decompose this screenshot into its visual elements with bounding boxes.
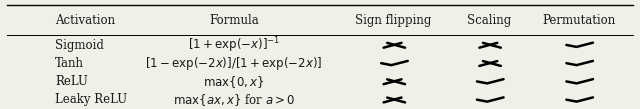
Text: Tanh: Tanh — [55, 57, 84, 70]
Text: Formula: Formula — [209, 14, 259, 27]
Text: $[1 + \exp(-x)]^{-1}$: $[1 + \exp(-x)]^{-1}$ — [188, 35, 280, 55]
Text: ReLU: ReLU — [55, 75, 88, 88]
Text: Sigmoid: Sigmoid — [55, 39, 104, 52]
Text: $[1 - \exp(-2x)]/[1 + \exp(-2x)]$: $[1 - \exp(-2x)]/[1 + \exp(-2x)]$ — [145, 55, 323, 72]
Text: Scaling: Scaling — [467, 14, 511, 27]
Text: Leaky ReLU: Leaky ReLU — [55, 94, 127, 106]
Text: $\max\{ax, x\}$ for $a > 0$: $\max\{ax, x\}$ for $a > 0$ — [173, 92, 295, 108]
Text: $\max\{0, x\}$: $\max\{0, x\}$ — [203, 74, 264, 90]
Text: Sign flipping: Sign flipping — [355, 14, 431, 27]
Text: Activation: Activation — [55, 14, 115, 27]
Text: Permutation: Permutation — [542, 14, 615, 27]
